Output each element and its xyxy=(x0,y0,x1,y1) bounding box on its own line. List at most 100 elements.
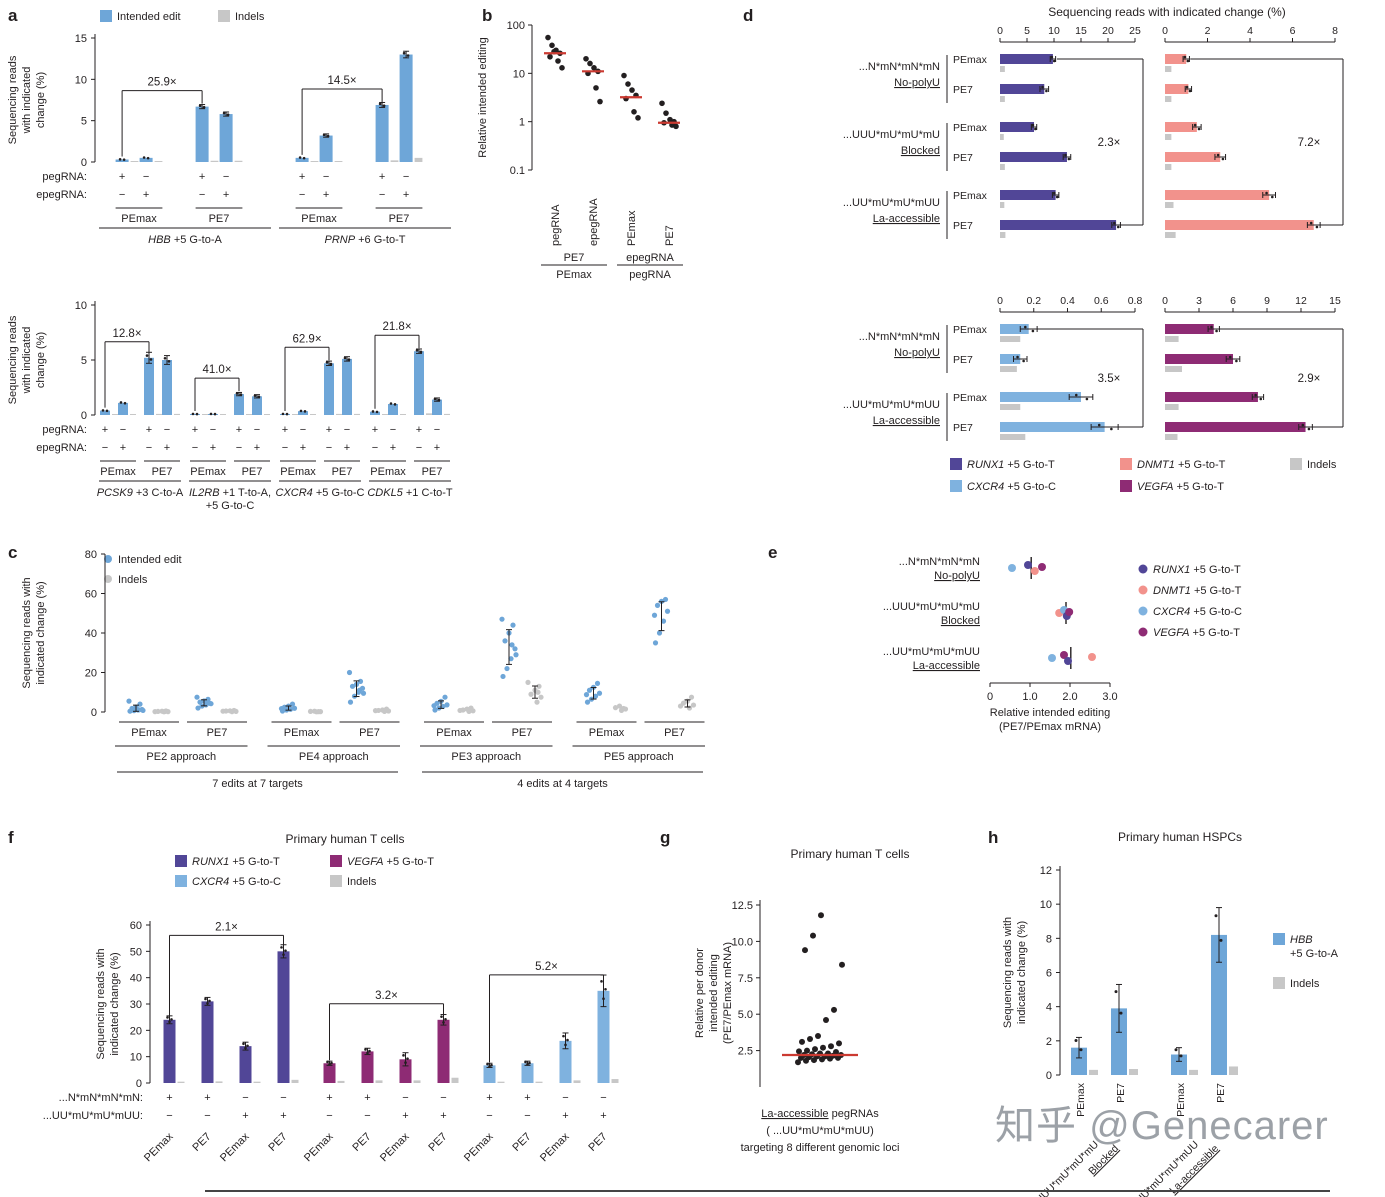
panel-a-chart: Intended edit Indels 0 5 10 15 Sequencing read… xyxy=(7,10,453,512)
chart-label: 2.5 xyxy=(738,1046,753,1058)
chart-label: PEmax xyxy=(589,727,625,739)
data-point xyxy=(208,701,214,707)
chart-label: 0.8 xyxy=(1128,295,1143,307)
chart-label: PE7 xyxy=(209,213,230,225)
legend-swatch xyxy=(175,855,187,867)
fold-label: 14.5× xyxy=(328,75,357,87)
data-point xyxy=(1055,195,1059,199)
data-point xyxy=(197,699,203,705)
data-point xyxy=(1030,567,1039,575)
chart-label: + xyxy=(242,1110,248,1122)
edit-bar xyxy=(483,1065,496,1083)
data-point xyxy=(1048,654,1056,662)
chart-label: − xyxy=(280,1092,286,1104)
data-point xyxy=(488,1065,491,1068)
data-point xyxy=(163,356,167,360)
data-point xyxy=(802,947,808,954)
chart-label: 0 xyxy=(91,707,97,719)
data-point xyxy=(372,708,379,714)
chart-label: PE7 xyxy=(953,152,973,164)
data-point xyxy=(328,1063,331,1066)
data-point xyxy=(662,596,669,603)
data-point xyxy=(1114,990,1118,994)
indel-bar xyxy=(310,414,316,415)
gene-label: RUNX1 +5 G-to-T xyxy=(967,459,1055,471)
panel-d-chart: Sequencing reads with indicated change (… xyxy=(843,5,1344,493)
chart-label: 20 xyxy=(85,668,97,680)
chart-label: 10 xyxy=(1048,25,1060,37)
data-point xyxy=(1193,123,1197,127)
fold-label: 5.2× xyxy=(535,961,558,973)
edit-bar xyxy=(1211,934,1227,1075)
chart-label: 0 xyxy=(997,295,1003,307)
chart-label: PE7 xyxy=(152,466,173,478)
data-point xyxy=(1050,55,1054,59)
chart-label: − xyxy=(254,424,260,436)
indel-bar xyxy=(1000,96,1005,102)
gene-label: PCSK9 +3 C-to-A xyxy=(97,487,184,499)
data-point xyxy=(282,953,285,956)
chart-label: PE7 xyxy=(422,466,443,478)
edit-bar xyxy=(1000,54,1053,64)
chart-label: 1 xyxy=(519,117,525,129)
edit-bar xyxy=(118,402,128,415)
indel-bar xyxy=(1000,366,1017,372)
chart-label: ...N*mN*mN*mN xyxy=(899,556,980,568)
chart-label: + xyxy=(379,171,385,183)
data-point xyxy=(812,1046,818,1053)
indel-bar xyxy=(177,1081,185,1083)
data-point xyxy=(415,349,419,352)
data-point xyxy=(206,1002,209,1005)
edit-bar xyxy=(1165,392,1258,402)
data-point xyxy=(202,105,206,109)
gene-label: DNMT1 +5 G-to-T xyxy=(1153,585,1242,597)
chart-label: La-accessible xyxy=(873,415,940,427)
chart-label: Sequencing reads xyxy=(7,315,19,404)
chart-label: 0.4 xyxy=(1060,295,1075,307)
chart-label: − xyxy=(434,424,440,436)
gene-label: VEGFA +5 G-to-T xyxy=(1137,481,1224,493)
data-point xyxy=(432,707,438,713)
chart-label: ...UUU*mU*mU*mU xyxy=(843,129,940,141)
chart-label: Primary human T cells xyxy=(286,832,405,846)
chart-label: No-polyU xyxy=(894,77,940,89)
chart-label: Blocked xyxy=(941,615,980,627)
indel-bar xyxy=(112,414,118,415)
gene-label: VEGFA +5 G-to-T xyxy=(347,856,434,868)
data-point xyxy=(510,622,516,628)
chart-label: + xyxy=(204,1092,210,1104)
chart-label: 10 xyxy=(130,1052,142,1064)
data-point xyxy=(356,687,363,693)
data-point xyxy=(1228,355,1232,359)
data-point xyxy=(406,54,410,57)
chart-label: Primary human T cells xyxy=(791,847,910,861)
edit-bar xyxy=(1165,54,1187,64)
data-point xyxy=(1016,355,1019,359)
gene-label: CXCR4 +5 G-to-C xyxy=(1153,606,1242,618)
data-point xyxy=(1034,127,1037,131)
chart-label: + xyxy=(326,1092,332,1104)
data-point xyxy=(796,1048,802,1055)
data-point xyxy=(379,707,386,713)
edit-bar xyxy=(298,411,308,415)
chart-label: − xyxy=(223,171,229,183)
chart-label: 15 xyxy=(1075,25,1087,37)
indel-bar xyxy=(390,160,399,162)
data-point xyxy=(536,683,542,689)
data-point xyxy=(512,646,518,652)
indel-bar xyxy=(1000,202,1005,208)
data-point xyxy=(659,100,665,107)
chart-label: 20 xyxy=(1102,25,1114,37)
data-point xyxy=(1138,627,1148,637)
edit-bar xyxy=(1000,220,1117,230)
chart-label: pegRNA xyxy=(629,269,671,281)
data-point xyxy=(1031,329,1035,333)
chart-label: PE7 xyxy=(564,252,585,264)
data-point xyxy=(104,555,112,563)
chart-label: La-accessible xyxy=(913,660,980,672)
edit-bar xyxy=(370,411,380,415)
chart-label: − xyxy=(372,442,378,454)
chart-label: + xyxy=(119,171,125,183)
data-point xyxy=(220,708,226,714)
chart-label: 80 xyxy=(85,549,97,561)
